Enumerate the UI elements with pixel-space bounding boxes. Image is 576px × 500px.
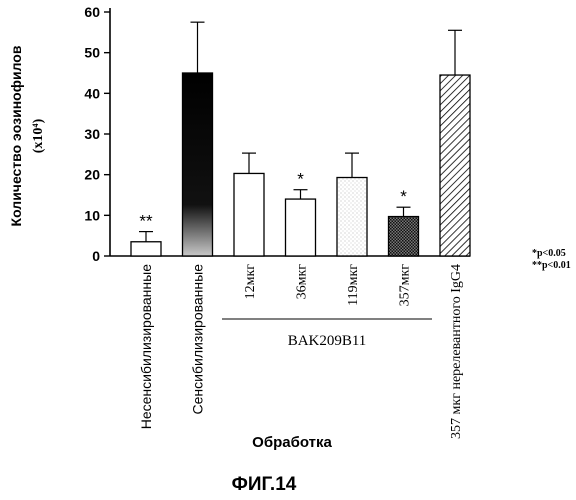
y-axis-label: Количество эозинофилов xyxy=(8,45,24,226)
category-label-3: 36мкг xyxy=(295,264,310,300)
category-label-2: 12мкг xyxy=(243,264,258,300)
bar-0 xyxy=(131,242,161,256)
y-tick-label: 50 xyxy=(84,45,100,61)
significance-note-2: **p<0.01 xyxy=(532,260,571,271)
y-tick-label: 40 xyxy=(84,85,100,101)
category-label-5: 357мкг xyxy=(398,264,413,307)
x-axis-label: Обработка xyxy=(252,434,332,451)
y-tick-label: 30 xyxy=(84,126,100,142)
category-label-0: Несенсибилизированные xyxy=(138,264,154,429)
y-tick-label: 0 xyxy=(92,248,100,264)
y-tick-label: 20 xyxy=(84,167,100,183)
y-tick-label: 60 xyxy=(84,4,100,20)
bar-3 xyxy=(286,199,316,256)
significance-mark-3: * xyxy=(297,170,304,189)
bar-5 xyxy=(389,217,419,256)
significance-mark-0: ** xyxy=(139,212,153,231)
significance-note-1: *p<0.05 xyxy=(532,248,566,259)
category-label-6: 357 мкг нерелевантного IgG4 xyxy=(449,264,464,439)
category-label-4: 119мкг xyxy=(346,264,361,306)
y-tick-label: 10 xyxy=(84,207,100,223)
bar-6 xyxy=(440,75,470,256)
figure-label: ФИГ.14 xyxy=(232,474,297,495)
group-label: BAK209B11 xyxy=(288,333,367,349)
bar-2 xyxy=(234,173,264,256)
bar-4 xyxy=(337,178,367,256)
significance-mark-5: * xyxy=(400,187,407,206)
bar-1 xyxy=(183,73,213,256)
category-label-1: Сенсибилизированные xyxy=(190,264,206,415)
y-axis-unit: (x10⁴) xyxy=(31,118,46,153)
